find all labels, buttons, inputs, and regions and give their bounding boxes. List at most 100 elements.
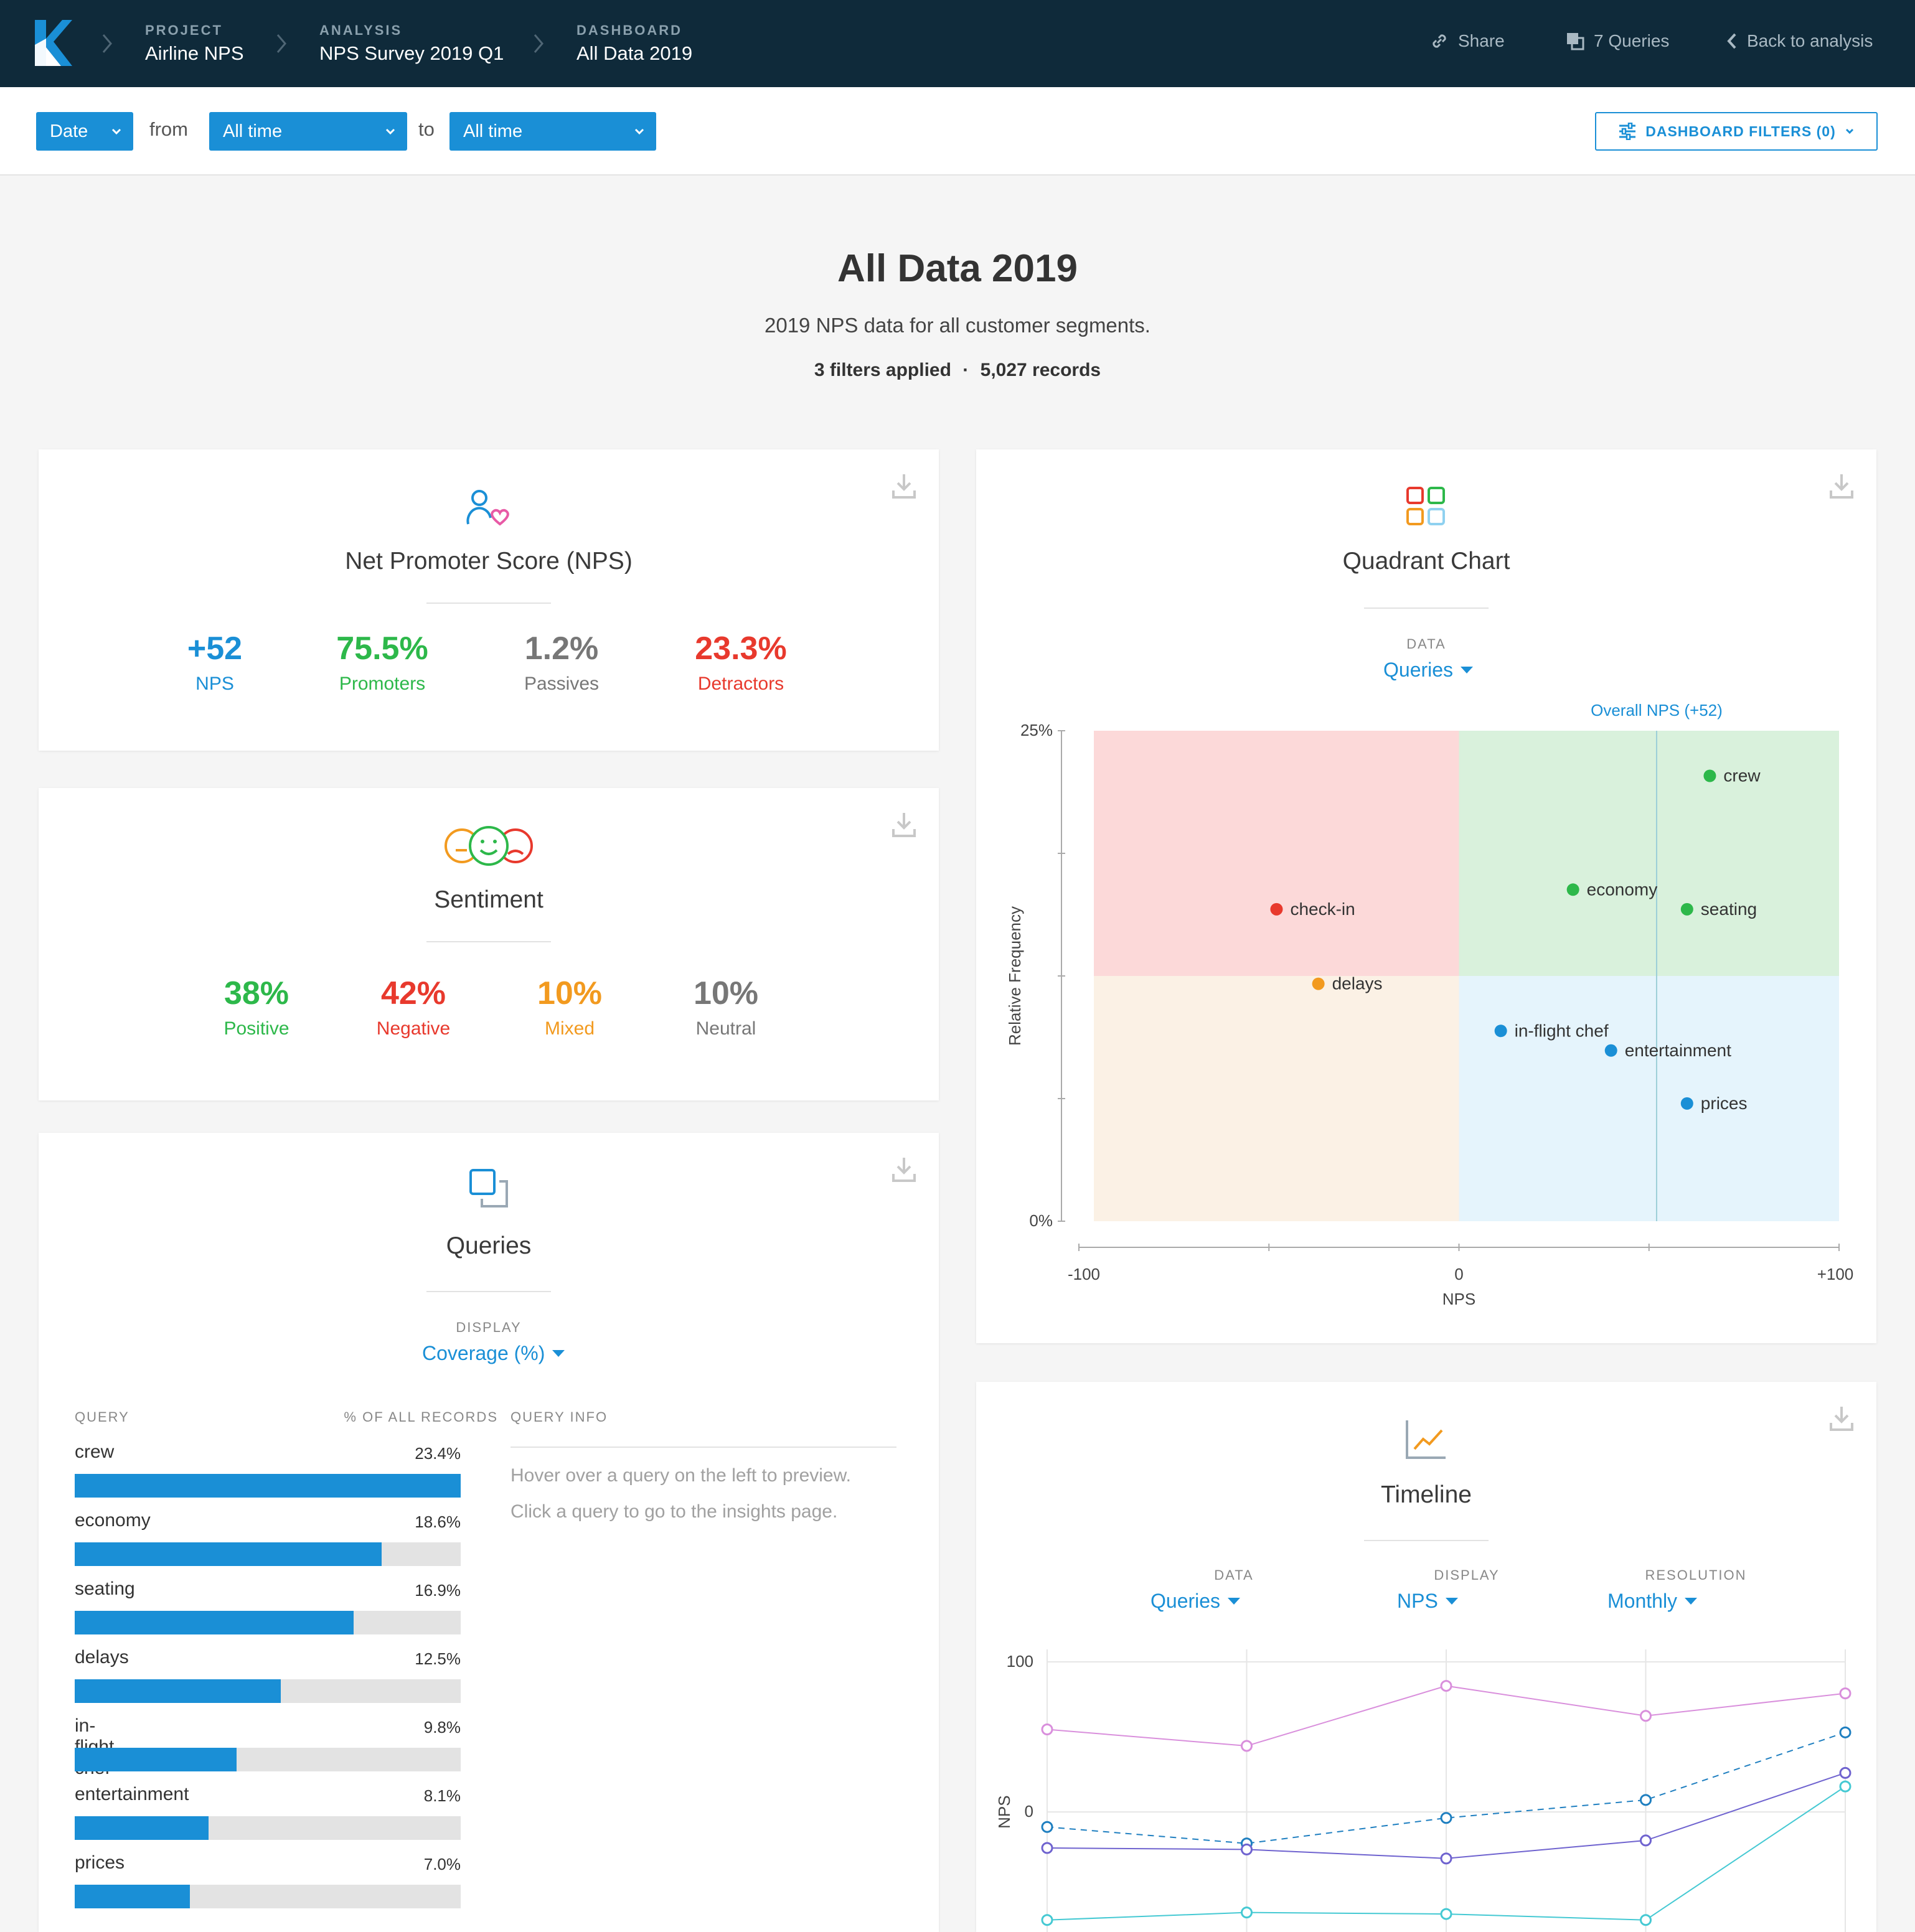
y-tick-label: 25% — [1020, 721, 1053, 739]
coverage-bar-fill — [75, 1542, 382, 1566]
display-caption: DISPLAY — [456, 1320, 522, 1335]
timeline-point[interactable] — [1041, 1723, 1053, 1735]
quadrant-top-right — [1459, 731, 1839, 976]
y-tick-label: 0% — [1029, 1211, 1053, 1230]
timeline-point[interactable] — [1839, 1687, 1851, 1700]
negative-stat: 42% Negative — [339, 975, 488, 1039]
timeline-point[interactable] — [1640, 1794, 1652, 1806]
timeline-resolution-dropdown[interactable]: Monthly — [1607, 1590, 1698, 1613]
timeline-point[interactable] — [1640, 1834, 1652, 1847]
sentiment-faces-icon — [445, 826, 533, 866]
dashboard-filters-button[interactable]: DASHBOARD FILTERS (0) — [1595, 112, 1878, 151]
breadcrumb-value: NPS Survey 2019 Q1 — [319, 42, 504, 64]
timeline-point[interactable] — [1839, 1726, 1851, 1738]
coverage-bar-track — [75, 1679, 461, 1703]
timeline-point[interactable] — [1440, 1812, 1452, 1824]
download-icon[interactable] — [1829, 473, 1854, 499]
share-button[interactable]: Share — [1429, 31, 1505, 51]
sentiment-card: Sentiment 38% Positive 42% Negative 10% … — [39, 788, 939, 1100]
breadcrumb-caption: PROJECT — [145, 22, 223, 38]
filters-applied-count[interactable]: 3 filters applied — [814, 360, 951, 380]
overall-nps-label: Overall NPS (+52) — [1591, 701, 1723, 720]
app-logo-icon[interactable] — [35, 20, 72, 66]
query-name: prices — [75, 1852, 125, 1873]
quadrant-point-label: check-in — [1290, 899, 1355, 919]
quadrant-grid-icon — [1406, 487, 1445, 525]
timeline-point[interactable] — [1041, 1914, 1053, 1926]
nps-stat: +52 NPS — [140, 630, 289, 695]
quadrant-point[interactable] — [1494, 1025, 1507, 1038]
mixed-label: Mixed — [544, 1018, 595, 1039]
quadrant-point-label: prices — [1701, 1094, 1748, 1113]
display-dropdown[interactable]: Coverage (%) — [422, 1342, 565, 1365]
mixed-value: 10% — [537, 975, 603, 1011]
timeline-point[interactable] — [1041, 1842, 1053, 1854]
timeline-display-dropdown[interactable]: NPS — [1397, 1590, 1458, 1613]
data-caption: DATA — [1406, 636, 1446, 652]
download-icon[interactable] — [1829, 1405, 1854, 1432]
download-icon[interactable] — [892, 1156, 916, 1183]
queries-label: 7 Queries — [1594, 31, 1670, 50]
quadrant-point[interactable] — [1703, 769, 1716, 782]
timeline-point[interactable] — [1440, 1852, 1452, 1865]
timeline-point[interactable] — [1640, 1710, 1652, 1722]
queries-icon — [469, 1169, 508, 1208]
negative-label: Negative — [376, 1018, 451, 1039]
caret-down-icon — [1685, 1597, 1698, 1605]
quadrant-point[interactable] — [1312, 977, 1325, 990]
data-value: Queries — [1383, 659, 1454, 681]
breadcrumb-caption: ANALYSIS — [319, 22, 403, 38]
queries-button[interactable]: 7 Queries — [1565, 31, 1669, 51]
to-date-select[interactable]: All time — [449, 112, 656, 151]
timeline-series — [1041, 1680, 1851, 1926]
quadrant-point-label: economy — [1587, 879, 1658, 899]
from-date-select[interactable]: All time — [209, 112, 407, 151]
from-label: from — [149, 118, 188, 140]
quadrant-point[interactable] — [1680, 903, 1693, 916]
detractors-stat: 23.3% Detractors — [666, 630, 816, 695]
chevron-right-icon — [276, 34, 286, 53]
breadcrumb-analysis[interactable]: ANALYSIS NPS Survey 2019 Q1 — [319, 22, 504, 65]
timeline-point[interactable] — [1839, 1780, 1851, 1793]
date-filter-bar: Date from All time to All time DASHBOARD… — [0, 87, 1915, 176]
query-percent: 12.5% — [415, 1649, 461, 1668]
date-field-select[interactable]: Date — [36, 112, 133, 151]
nps-value: +52 — [187, 631, 243, 667]
timeline-card-title: Timeline — [1381, 1481, 1472, 1508]
quadrant-point[interactable] — [1566, 883, 1579, 896]
timeline-point[interactable] — [1640, 1914, 1652, 1926]
timeline-chart-icon — [1406, 1420, 1446, 1459]
quadrant-point[interactable] — [1680, 1097, 1693, 1110]
timeline-point[interactable] — [1440, 1908, 1452, 1920]
query-column-header: QUERY — [75, 1409, 129, 1425]
timeline-data-dropdown[interactable]: Queries — [1150, 1590, 1241, 1613]
back-to-analysis-button[interactable]: Back to analysis — [1726, 31, 1873, 51]
coverage-bar-fill — [75, 1679, 281, 1703]
y-tick-label: 0 — [1025, 1802, 1033, 1821]
breadcrumb-dashboard[interactable]: DASHBOARD All Data 2019 — [576, 22, 692, 65]
download-icon[interactable] — [892, 473, 916, 499]
chevron-right-icon — [102, 34, 112, 53]
quadrant-point[interactable] — [1270, 903, 1283, 916]
coverage-bar-fill — [75, 1748, 237, 1771]
timeline-point[interactable] — [1839, 1766, 1851, 1779]
query-name: crew — [75, 1442, 115, 1462]
timeline-point[interactable] — [1440, 1680, 1452, 1692]
timeline-point[interactable] — [1041, 1821, 1053, 1833]
x-tick-marks — [1078, 1244, 1840, 1251]
detractors-value: 23.3% — [695, 631, 787, 667]
timeline-point[interactable] — [1241, 1906, 1253, 1919]
download-icon[interactable] — [892, 812, 916, 838]
chevron-left-icon — [1727, 33, 1736, 49]
query-info-hint: Hover over a query on the left to previe… — [511, 1458, 851, 1530]
query-percent: 7.0% — [423, 1855, 461, 1873]
breadcrumb-project[interactable]: PROJECT Airline NPS — [145, 22, 244, 65]
quadrant-point[interactable] — [1604, 1044, 1617, 1057]
negative-value: 42% — [380, 975, 446, 1011]
quadrant-data-dropdown[interactable]: Queries — [1383, 659, 1474, 682]
timeline-point[interactable] — [1241, 1740, 1253, 1752]
timeline-point[interactable] — [1241, 1843, 1253, 1855]
query-percent: 18.6% — [415, 1512, 461, 1531]
x-tick-label: 0 — [1454, 1265, 1463, 1283]
quadrant-point-label: entertainment — [1625, 1041, 1731, 1060]
